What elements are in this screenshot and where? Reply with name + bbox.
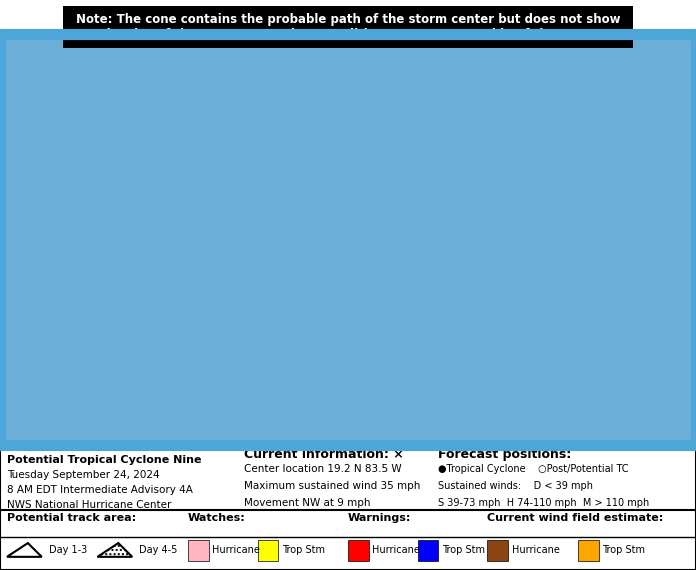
Text: 8 AM EDT Intermediate Advisory 4A: 8 AM EDT Intermediate Advisory 4A <box>7 485 193 495</box>
FancyBboxPatch shape <box>188 540 209 561</box>
FancyBboxPatch shape <box>418 540 438 561</box>
Text: S 39-73 mph  H 74-110 mph  M > 110 mph: S 39-73 mph H 74-110 mph M > 110 mph <box>438 498 650 508</box>
Text: Note: The cone contains the probable path of the storm center but does not show
: Note: The cone contains the probable pat… <box>76 13 620 41</box>
Text: ●Tropical Cyclone    ○Post/Potential TC: ●Tropical Cyclone ○Post/Potential TC <box>438 464 629 474</box>
Text: Trop Stm: Trop Stm <box>282 545 325 555</box>
Text: Current information: ×: Current information: × <box>244 448 404 461</box>
Text: Hurricane: Hurricane <box>372 545 420 555</box>
FancyBboxPatch shape <box>258 540 278 561</box>
Text: Sustained winds:    D < 39 mph: Sustained winds: D < 39 mph <box>438 481 594 491</box>
Text: Trop Stm: Trop Stm <box>442 545 485 555</box>
Text: Watches:: Watches: <box>188 513 246 523</box>
FancyBboxPatch shape <box>578 540 599 561</box>
Text: Hurricane: Hurricane <box>212 545 260 555</box>
Text: Tuesday September 24, 2024: Tuesday September 24, 2024 <box>7 470 159 480</box>
Text: Day 4-5: Day 4-5 <box>139 545 177 555</box>
Text: Forecast positions:: Forecast positions: <box>438 448 571 461</box>
Text: Day 1-3: Day 1-3 <box>49 545 87 555</box>
Text: Potential track area:: Potential track area: <box>7 513 136 523</box>
Text: Warnings:: Warnings: <box>348 513 411 523</box>
Text: Current wind field estimate:: Current wind field estimate: <box>487 513 663 523</box>
FancyBboxPatch shape <box>348 540 369 561</box>
Text: NWS National Hurricane Center: NWS National Hurricane Center <box>7 500 171 510</box>
Text: Center location 19.2 N 83.5 W: Center location 19.2 N 83.5 W <box>244 464 401 474</box>
Text: Trop Stm: Trop Stm <box>602 545 645 555</box>
Text: Potential Tropical Cyclone Nine: Potential Tropical Cyclone Nine <box>7 455 201 465</box>
FancyBboxPatch shape <box>487 540 508 561</box>
Text: Maximum sustained wind 35 mph: Maximum sustained wind 35 mph <box>244 481 420 491</box>
Text: Hurricane: Hurricane <box>512 545 560 555</box>
Text: Movement NW at 9 mph: Movement NW at 9 mph <box>244 498 370 508</box>
